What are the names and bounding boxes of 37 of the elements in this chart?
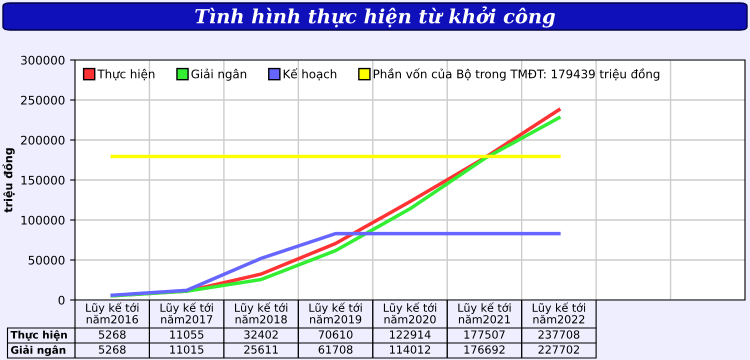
x-tick-label: Lũy kế tới năm2016: [86, 302, 138, 324]
text: Giải ngân: [11, 344, 66, 356]
line-series: [110, 232, 561, 297]
y-tick-label: 50000: [28, 256, 64, 265]
y-tick-label: 0: [58, 296, 64, 305]
data-label: 11055: [170, 330, 204, 339]
legend-label: Thực hiện: [97, 68, 154, 80]
legend-label: Giải ngân: [191, 68, 246, 81]
data-label: 227702: [538, 345, 579, 354]
data-label: 61708: [318, 345, 352, 354]
data-label: 25611: [244, 345, 278, 354]
y-tick-label: 250000: [21, 96, 64, 105]
y-tick-label: 100000: [22, 216, 64, 225]
y-tick-label: 150000: [22, 176, 64, 185]
legend-label: Kế hoạch: [284, 68, 336, 80]
x-tick-label: Lũy kế tới năm2020: [384, 302, 436, 324]
y-tick-label: 300000: [21, 56, 64, 65]
y-tick-label: 200000: [21, 136, 64, 145]
data-label: 5268: [98, 330, 126, 339]
x-tick-label: Lũy kế tới năm2022: [532, 302, 586, 324]
data-label: 70610: [318, 330, 352, 339]
text: Thực hiện: [10, 330, 67, 341]
x-tick-label: Lũy kế tới năm2018: [235, 302, 288, 324]
data-label: 176692: [464, 345, 505, 354]
data-label: 237708: [538, 330, 580, 339]
chart-title: Tình hình thực hiện từ khởi công: [195, 6, 556, 28]
data-label: 11015: [170, 345, 204, 354]
data-label: 114012: [390, 345, 430, 354]
x-tick-label: Lũy kế tới năm2017: [160, 302, 213, 324]
x-tick-label: Lũy kế tới năm2019: [309, 302, 362, 324]
x-tick-label: Lũy kế tới năm2021: [458, 302, 511, 324]
y-axis-title: triệu đồng: [2, 148, 15, 213]
data-label: 177507: [464, 330, 505, 339]
data-label: 122914: [390, 330, 431, 339]
legend-label: Phần vốn của Bộ trong TMĐT: 179439 triệu đồng: [374, 68, 660, 81]
data-label: 5268: [98, 345, 126, 354]
data-label: 32402: [244, 330, 278, 339]
